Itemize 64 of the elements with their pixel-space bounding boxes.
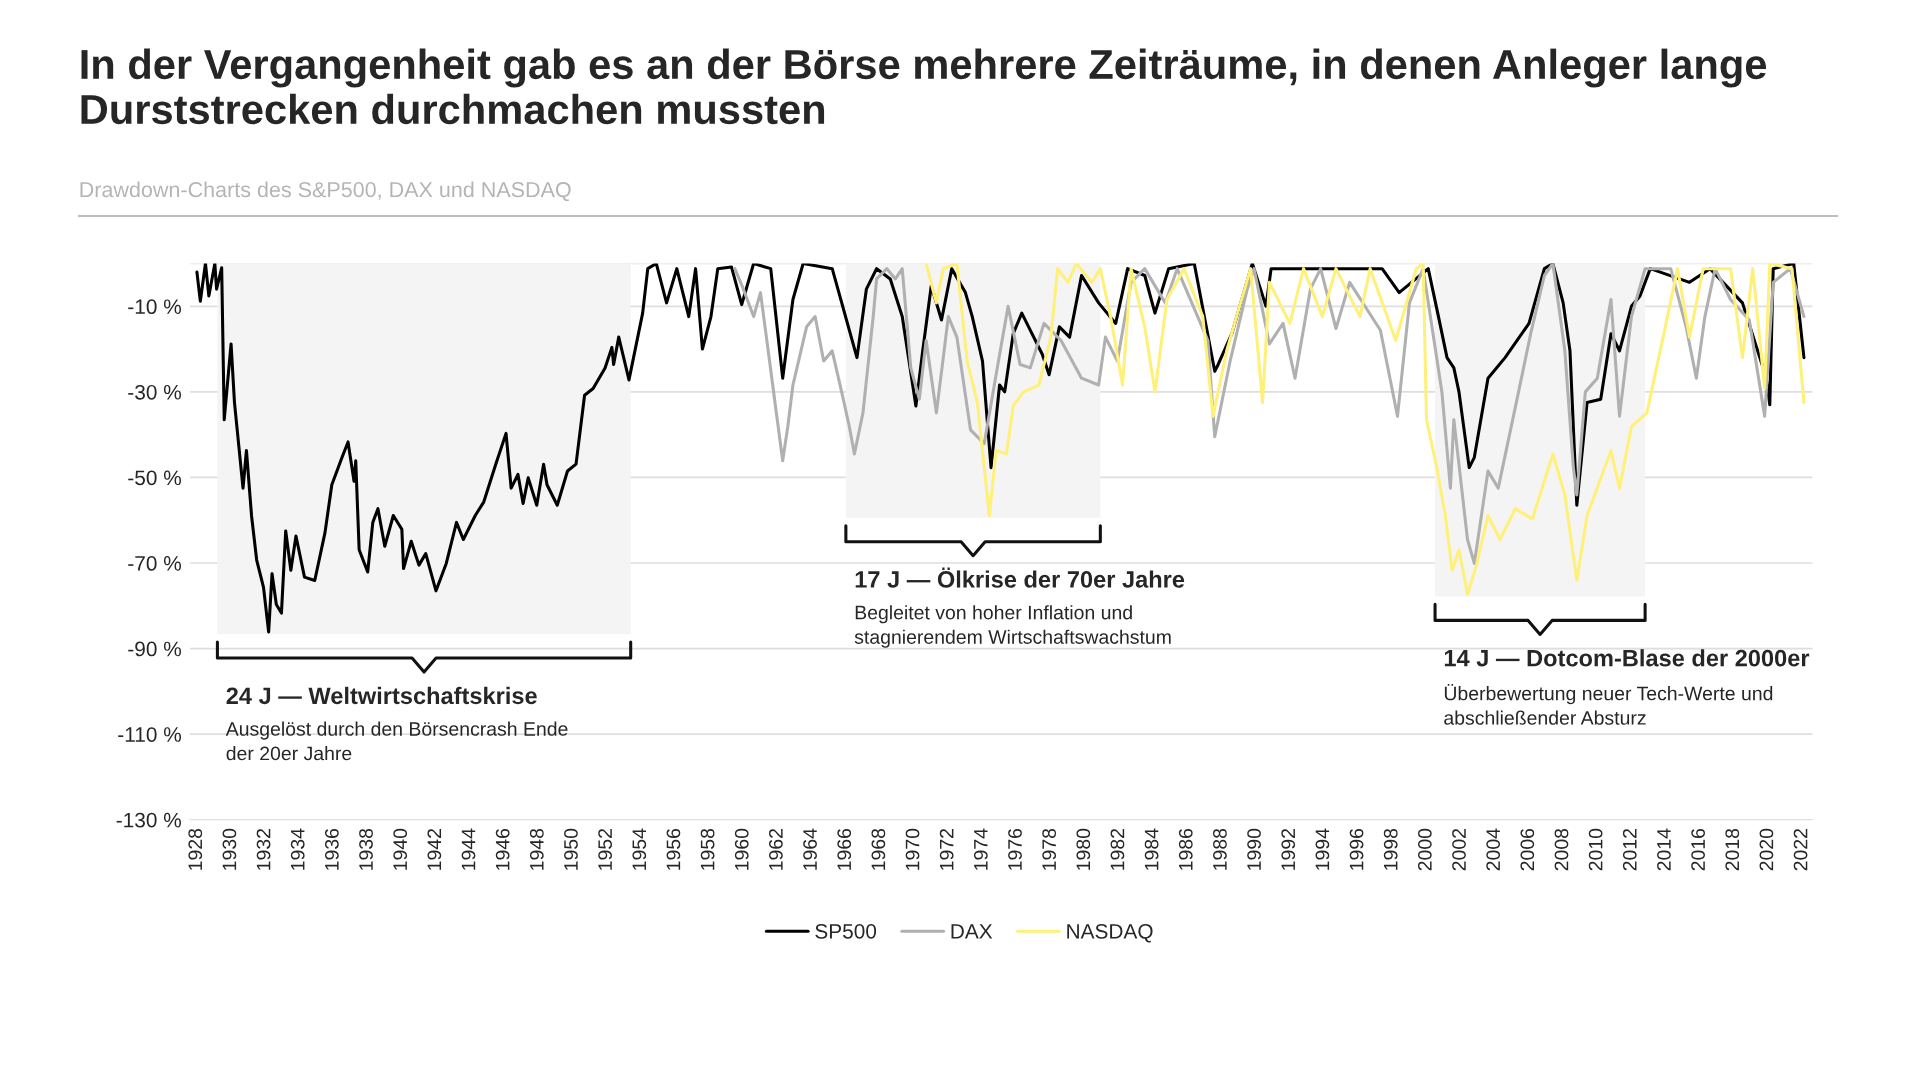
x-tick-label: 2016 xyxy=(1691,828,1705,871)
x-tick-label: 2006 xyxy=(1520,828,1535,871)
x-tick-label: 2022 xyxy=(1793,829,1808,871)
x-tick-label: 1968 xyxy=(871,828,886,870)
x-tick-label: 2000 xyxy=(1417,828,1432,871)
x-tick-label: 1996 xyxy=(1349,828,1364,870)
chart-title: In der Vergangenheit gab es an der Börse mehrere Zeiträume, in denen Anleger lange Durststrecken durchmachen mussten xyxy=(81,48,1767,125)
x-tick-label: 1970 xyxy=(905,828,920,870)
x-tick-label: 2014 xyxy=(1657,828,1671,871)
x-tick-label: 1978 xyxy=(1042,828,1057,870)
x-tick-label: 1960 xyxy=(734,828,749,870)
legend-label: DAX xyxy=(951,924,993,939)
x-tick-label: 1944 xyxy=(461,828,476,870)
x-tick-label: 1952 xyxy=(598,829,612,870)
x-tick-label: 1998 xyxy=(1383,828,1398,870)
x-tick-label: 2002 xyxy=(1452,829,1466,871)
y-tick-label: -50 % xyxy=(128,470,182,486)
x-tick-label: 1992 xyxy=(1281,829,1296,870)
x-tick-label: 1972 xyxy=(939,829,954,870)
x-tick-label: 1994 xyxy=(1315,828,1330,870)
x-tick-label: 2008 xyxy=(1554,828,1569,871)
x-tick-label: 1990 xyxy=(1247,828,1261,870)
band-label: 24 J — Weltwirtschaftskrise Ausgelöst durch den Börsencrash Ende der 20er Jahre xyxy=(225,686,568,761)
x-tick-label: 1950 xyxy=(564,828,578,870)
x-tick-label: 1956 xyxy=(666,828,681,870)
x-tick-label: 2010 xyxy=(1588,828,1603,871)
x-tick-label: 1930 xyxy=(222,828,237,870)
y-tick-label: -10 % xyxy=(128,299,182,315)
chart-subtitle: Drawdown-Charts des S&P500, DAX und NASDAQ xyxy=(80,181,571,202)
x-tick-label: 2020 xyxy=(1759,828,1774,871)
x-tick-label: 1988 xyxy=(1213,828,1227,870)
x-tick-label: 1962 xyxy=(769,829,783,870)
band-label: 17 J — Ölkrise der 70er Jahre Begleitet von hoher Inflation und stagnierendem Wirtschaftswachstum xyxy=(854,567,1185,648)
y-tick-label: -30 % xyxy=(128,384,182,400)
x-tick-label: 2012 xyxy=(1622,829,1637,871)
x-tick-label: 2004 xyxy=(1486,828,1501,871)
x-tick-label: 1974 xyxy=(973,828,988,870)
y-tick-label: -130 % xyxy=(116,812,182,828)
y-tick-label: -90 % xyxy=(128,641,182,657)
x-tick-label: 1948 xyxy=(529,828,544,870)
x-tick-label: 1928 xyxy=(188,828,203,870)
x-tick-label: 1954 xyxy=(632,828,647,870)
x-tick-label: 1940 xyxy=(393,828,408,870)
x-tick-label: 1934 xyxy=(290,828,305,870)
legend-label: SP500 xyxy=(815,923,877,939)
x-tick-label: 1966 xyxy=(837,828,852,870)
y-tick-label: -110 % xyxy=(118,727,182,742)
x-tick-label: 1936 xyxy=(324,828,339,870)
x-tick-label: 1942 xyxy=(427,829,442,870)
x-tick-label: 1946 xyxy=(495,828,510,870)
x-tick-label: 1982 xyxy=(1110,829,1125,870)
x-tick-label: 1932 xyxy=(256,829,271,870)
x-tick-label: 1958 xyxy=(700,828,715,870)
x-tick-label: 1980 xyxy=(1076,828,1091,870)
x-tick-label: 1984 xyxy=(1144,828,1159,870)
band-label: 14 J — Dotcom-Blase der 2000er Überbewertung neuer Tech-Werte und abschließender Absturz xyxy=(1444,649,1810,725)
legend-label: NASDAQ xyxy=(1067,923,1153,943)
x-tick-label: 1938 xyxy=(359,828,373,870)
x-tick-label: 1986 xyxy=(1178,828,1193,870)
y-tick-label: -70 % xyxy=(128,556,182,571)
x-tick-label: 2018 xyxy=(1725,828,1740,871)
x-tick-label: 1964 xyxy=(803,828,817,870)
x-tick-label: 1976 xyxy=(1008,828,1022,870)
line-series xyxy=(733,263,1806,565)
